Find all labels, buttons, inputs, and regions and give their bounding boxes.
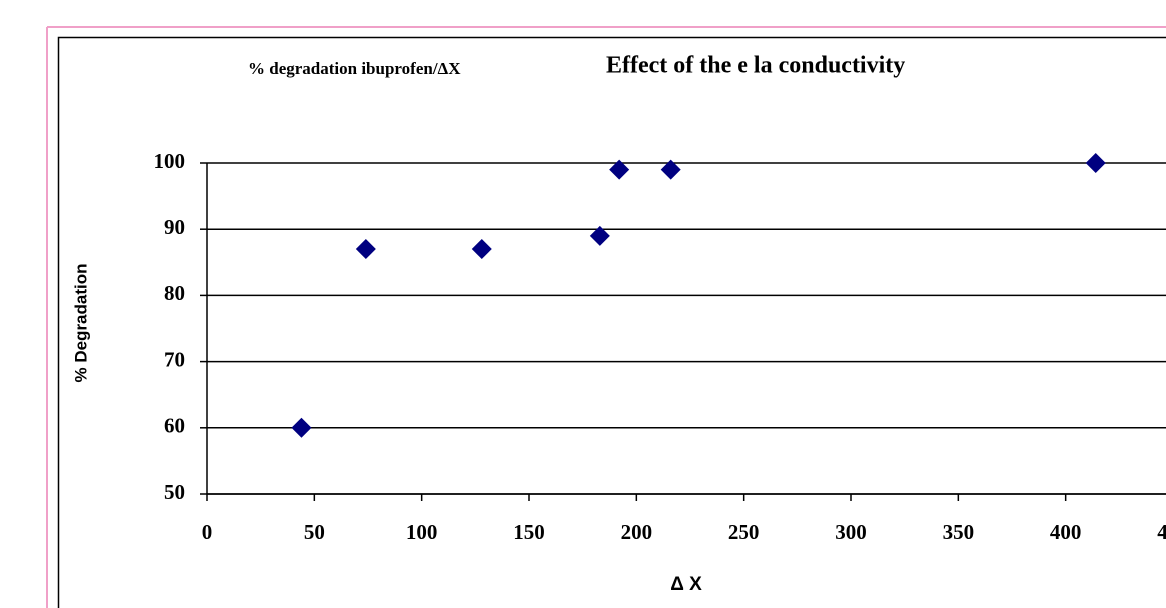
data-point	[355, 239, 376, 260]
data-point	[660, 159, 681, 180]
x-tick-label: 100	[406, 520, 438, 544]
chart-border	[57, 36, 1166, 608]
chart-title: Effect of the e la conductivity	[606, 53, 905, 79]
x-tick-label: 250	[728, 520, 760, 544]
y-tick-label: 90	[164, 215, 185, 239]
x-tick-label: 300	[835, 520, 867, 544]
chart-subtitle: % degradation ibuprofen/ΔX	[248, 59, 461, 78]
x-tick-label: 350	[943, 520, 975, 544]
data-point	[471, 239, 492, 260]
data-point	[1085, 153, 1106, 173]
data-point	[589, 225, 610, 246]
x-tick-label: 400	[1050, 520, 1082, 544]
x-tick-label: 0	[202, 520, 213, 544]
data-point	[609, 159, 630, 180]
y-tick-label: 80	[164, 281, 185, 305]
x-tick-label: 200	[621, 520, 653, 544]
y-tick-label: 100	[154, 149, 186, 173]
x-tick-label: 150	[513, 520, 545, 544]
y-tick-label: 60	[164, 414, 185, 438]
x-tick-label: 50	[304, 520, 325, 544]
y-axis-label: % Degradation	[71, 263, 90, 382]
y-tick-label: 70	[164, 347, 185, 371]
x-tick-label: 450	[1157, 520, 1166, 544]
y-tick-label: 50	[164, 480, 185, 504]
data-point	[291, 417, 312, 438]
x-axis-label: Δ X	[670, 574, 702, 595]
